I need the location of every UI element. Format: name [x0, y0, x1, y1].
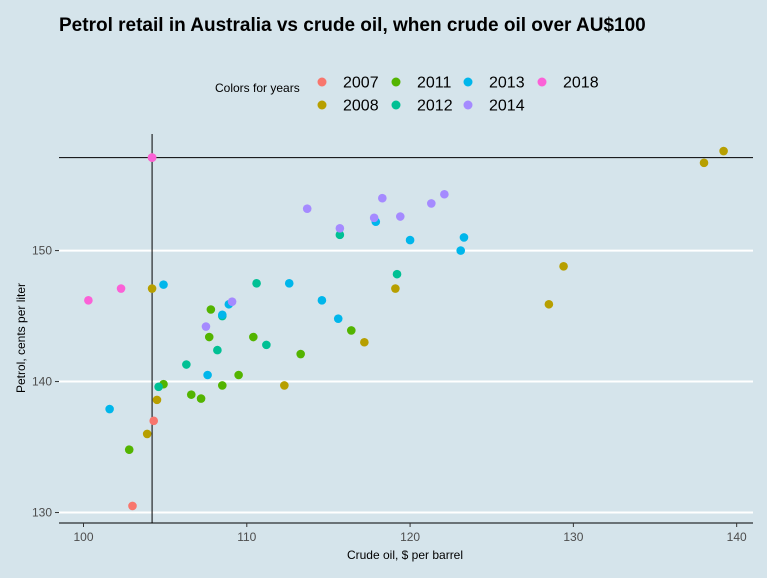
point-2012-1: [182, 360, 191, 369]
point-2008-5: [391, 284, 400, 293]
legend-title: Colors for years: [215, 81, 300, 95]
y-tick-label-130: 130: [32, 506, 52, 520]
legend: Colors for years 2007 2008 2011 2012 2013 2014…: [215, 75, 599, 115]
axes: 100 110 120 130 140 130 140 150: [32, 244, 753, 544]
point-2008-2: [147, 284, 157, 293]
legend-key-2011: [391, 77, 401, 87]
point-2008-7: [559, 261, 568, 271]
point-2011-4: [217, 381, 227, 390]
legend-key-2012: [391, 100, 401, 110]
point-2014-0: [201, 322, 211, 331]
point-2008-3: [280, 381, 289, 390]
x-axis-label: Crude oil, $ per barrel: [347, 548, 463, 562]
point-2011-10: [346, 326, 356, 335]
legend-label-2014: 2014: [489, 98, 525, 115]
point-2012-6: [335, 230, 345, 240]
legend-label-2011: 2011: [417, 75, 452, 92]
point-2013-9: [405, 235, 415, 245]
y-tick-label-150: 150: [32, 244, 52, 258]
legend-label-2007: 2007: [343, 75, 379, 92]
point-2011-2: [186, 390, 196, 399]
point-2014-2: [302, 204, 312, 213]
point-2011-8: [249, 332, 258, 342]
point-2014-4: [369, 213, 379, 223]
x-tick-label-110: 110: [237, 530, 256, 544]
y-tick-label-140: 140: [32, 375, 52, 389]
point-2013-5: [284, 279, 294, 288]
grid-lines: [59, 249, 753, 514]
point-2013-0: [105, 404, 114, 414]
point-2007-0: [128, 501, 137, 511]
point-2018-0: [84, 296, 93, 305]
point-2014-6: [395, 212, 405, 221]
x-tick-label-130: 130: [563, 530, 583, 544]
point-2014-3: [335, 224, 345, 233]
point-2014-7: [427, 199, 436, 208]
point-2013-6: [317, 296, 327, 305]
data-points: [84, 146, 728, 511]
chart-title: Petrol retail in Australia vs crude oil,…: [59, 15, 646, 36]
point-2012-5: [262, 340, 271, 350]
point-2011-6: [204, 332, 214, 342]
point-2013-2: [203, 370, 212, 380]
point-2011-7: [206, 305, 216, 314]
legend-key-2013: [463, 77, 473, 87]
point-2014-1: [227, 297, 237, 306]
point-2013-10: [456, 246, 466, 255]
point-2008-0: [142, 429, 152, 439]
legend-key-2007: [317, 77, 327, 87]
point-2013-11: [459, 233, 469, 242]
x-tick-label-120: 120: [400, 530, 420, 544]
point-2013-7: [333, 314, 343, 323]
point-2014-8: [440, 189, 449, 199]
point-2018-1: [116, 284, 126, 293]
legend-label-2018: 2018: [563, 75, 599, 92]
point-2018-2: [147, 153, 157, 162]
point-2008-1: [152, 395, 162, 405]
point-2011-3: [196, 394, 206, 403]
legend-label-2008: 2008: [343, 98, 379, 115]
point-2007-1: [149, 416, 159, 426]
legend-label-2012: 2012: [417, 98, 453, 115]
point-2012-7: [392, 269, 402, 279]
point-2014-5: [378, 193, 387, 203]
point-2012-4: [252, 279, 261, 288]
legend-key-2014: [463, 100, 473, 110]
point-2011-5: [234, 370, 243, 380]
x-tick-label-140: 140: [727, 530, 747, 544]
point-2008-4: [360, 337, 369, 347]
point-2008-8: [699, 158, 709, 168]
point-2008-6: [544, 299, 554, 309]
point-2011-9: [296, 349, 305, 359]
legend-label-2013: 2013: [489, 75, 525, 92]
point-2011-0: [124, 445, 134, 454]
x-tick-label-100: 100: [73, 530, 93, 544]
y-axis-label: Petrol, cents per liter: [14, 283, 28, 393]
point-2013-3: [217, 310, 227, 320]
reference-lines: [59, 134, 753, 523]
point-2012-0: [154, 382, 163, 392]
point-2013-1: [159, 280, 168, 289]
point-2008-9: [719, 146, 728, 156]
point-2012-2: [213, 345, 222, 355]
legend-key-2018: [537, 77, 547, 87]
legend-key-2008: [317, 100, 327, 110]
